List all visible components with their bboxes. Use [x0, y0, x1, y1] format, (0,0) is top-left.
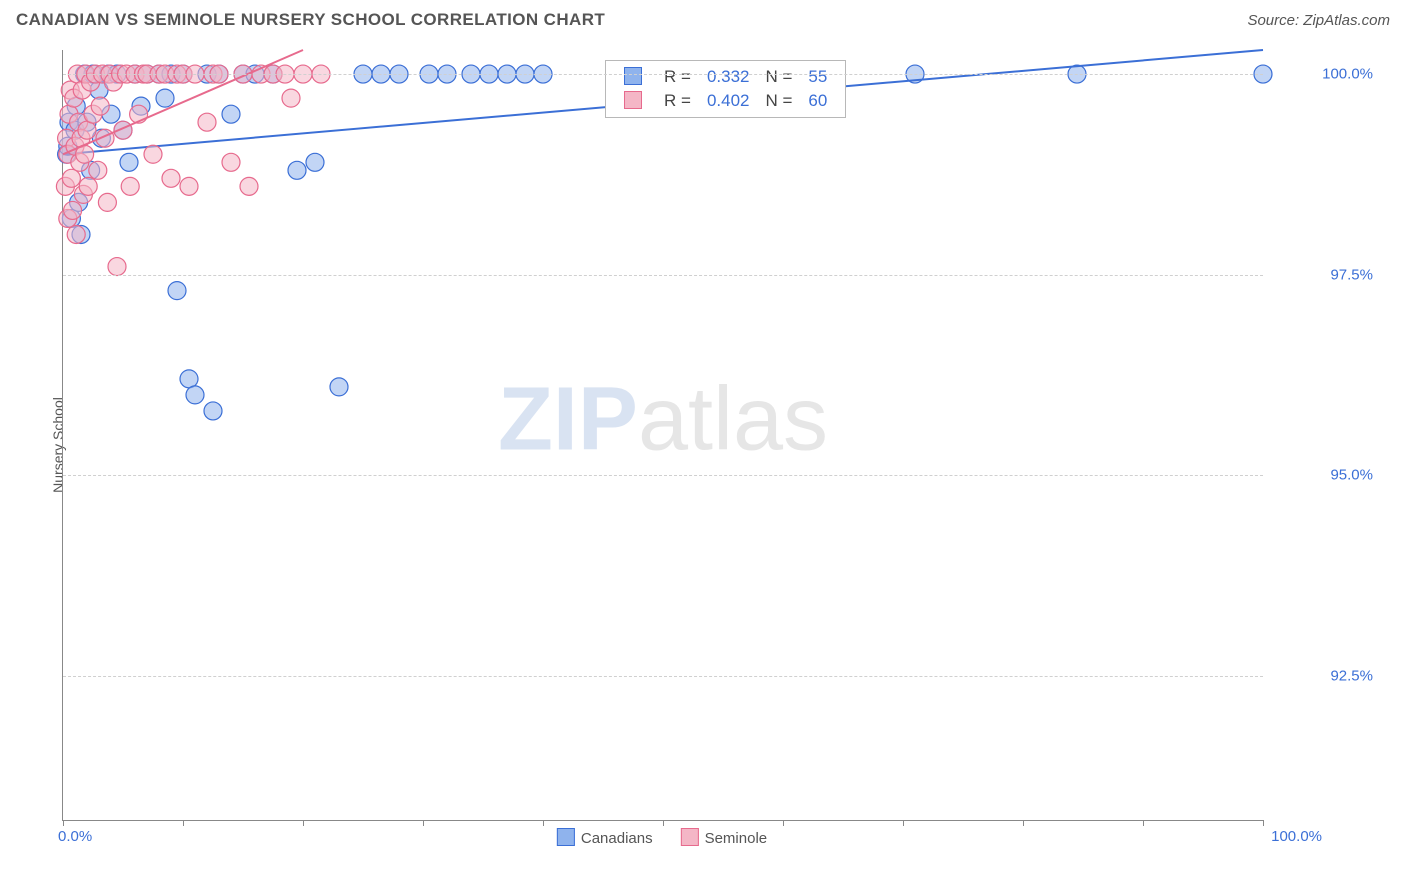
scatter-point	[204, 402, 222, 420]
x-tick	[1143, 820, 1144, 826]
scatter-point	[198, 113, 216, 131]
correlation-stats-box: R = 0.332 N = 55 R = 0.402 N = 60	[605, 60, 846, 118]
swatch-cell	[616, 89, 656, 113]
legend-item: Canadians	[557, 828, 653, 847]
swatch-seminole	[624, 91, 642, 109]
legend-swatch	[557, 828, 575, 846]
chart-canvas: ZIPatlas R = 0.332 N = 55 R = 0.402 N = …	[62, 50, 1263, 821]
x-axis-max-label: 100.0%	[1271, 828, 1322, 845]
x-tick	[1263, 820, 1264, 826]
header: CANADIAN VS SEMINOLE NURSERY SCHOOL CORR…	[0, 0, 1406, 36]
x-tick	[783, 820, 784, 826]
r-value-canadians: 0.332	[699, 65, 758, 89]
scatter-point	[108, 258, 126, 276]
r-label: R =	[656, 89, 699, 113]
scatter-point	[180, 370, 198, 388]
source-attribution: Source: ZipAtlas.com	[1247, 12, 1390, 29]
scatter-point	[62, 169, 80, 187]
y-tick-label: 100.0%	[1273, 66, 1373, 83]
swatch-cell	[616, 65, 656, 89]
x-tick	[183, 820, 184, 826]
stats-table: R = 0.332 N = 55 R = 0.402 N = 60	[616, 65, 835, 113]
scatter-point	[78, 121, 96, 139]
gridline	[63, 475, 1263, 476]
r-label: R =	[656, 65, 699, 89]
plot-area: Nursery School ZIPatlas R = 0.332 N = 55…	[40, 50, 1380, 840]
x-tick	[903, 820, 904, 826]
scatter-point	[121, 177, 139, 195]
scatter-point	[156, 89, 174, 107]
x-tick	[423, 820, 424, 826]
legend-item: Seminole	[681, 828, 768, 847]
scatter-svg	[63, 50, 1263, 820]
n-label: N =	[757, 89, 800, 113]
gridline	[63, 275, 1263, 276]
scatter-point	[91, 97, 109, 115]
x-axis-row: 0.0% 100.0% CanadiansSeminole	[62, 828, 1262, 858]
x-tick	[543, 820, 544, 826]
x-tick	[1023, 820, 1024, 826]
legend-label: Canadians	[581, 830, 653, 847]
scatter-point	[288, 161, 306, 179]
stats-row-seminole: R = 0.402 N = 60	[616, 89, 835, 113]
scatter-point	[240, 177, 258, 195]
n-value-canadians: 55	[800, 65, 835, 89]
scatter-point	[98, 193, 116, 211]
scatter-point	[89, 161, 107, 179]
scatter-point	[330, 378, 348, 396]
bottom-legend: Canadians Seminole	[557, 828, 767, 847]
n-value-seminole: 60	[800, 89, 835, 113]
y-tick-label: 95.0%	[1273, 467, 1373, 484]
y-tick-label: 97.5%	[1273, 266, 1373, 283]
scatter-point	[222, 105, 240, 123]
legend-swatch	[681, 828, 699, 846]
scatter-point	[79, 177, 97, 195]
scatter-point	[67, 225, 85, 243]
scatter-point	[162, 169, 180, 187]
x-tick	[303, 820, 304, 826]
scatter-point	[64, 201, 82, 219]
x-tick	[63, 820, 64, 826]
x-tick	[663, 820, 664, 826]
x-axis-min-label: 0.0%	[58, 828, 92, 845]
r-value-seminole: 0.402	[699, 89, 758, 113]
scatter-point	[306, 153, 324, 171]
gridline	[63, 676, 1263, 677]
stats-row-canadians: R = 0.332 N = 55	[616, 65, 835, 89]
gridline	[63, 74, 1263, 75]
scatter-point	[180, 177, 198, 195]
n-label: N =	[757, 65, 800, 89]
y-tick-label: 92.5%	[1273, 667, 1373, 684]
scatter-point	[222, 153, 240, 171]
scatter-point	[120, 153, 138, 171]
swatch-canadians	[624, 67, 642, 85]
scatter-point	[168, 282, 186, 300]
scatter-point	[186, 386, 204, 404]
scatter-point	[144, 145, 162, 163]
legend-label: Seminole	[705, 830, 768, 847]
chart-title: CANADIAN VS SEMINOLE NURSERY SCHOOL CORR…	[16, 10, 605, 30]
scatter-point	[282, 89, 300, 107]
